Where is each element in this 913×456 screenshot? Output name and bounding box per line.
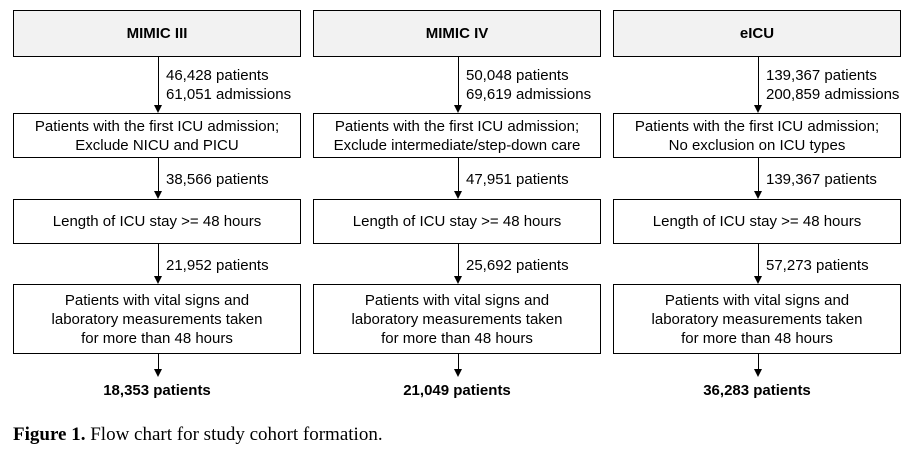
count-after-step2: 21,952 patients: [166, 257, 269, 274]
connector-line: [758, 57, 759, 105]
step-text: No exclusion on ICU types: [668, 136, 846, 154]
step-text: laboratory measurements taken: [51, 310, 263, 328]
arrow-head-icon: [454, 191, 462, 199]
figure-caption: Figure 1. Flow chart for study cohort fo…: [13, 424, 383, 446]
column-title: MIMIC IV: [425, 25, 489, 42]
arrow-head-icon: [454, 105, 462, 113]
count-after-step1: 47,951 patients: [466, 171, 569, 188]
step-text: for more than 48 hours: [81, 329, 233, 347]
count-admissions: 200,859 admissions: [766, 86, 900, 103]
step-first-admission-box: Patients with the first ICU admission; E…: [13, 113, 301, 158]
connector-line: [458, 244, 459, 276]
count-patients: 46,428 patients: [166, 67, 269, 84]
count-patients: 50,048 patients: [466, 67, 569, 84]
connector-line: [158, 244, 159, 276]
column-title-box: MIMIC III: [13, 10, 301, 57]
connector-line: [758, 244, 759, 276]
count-after-step2: 57,273 patients: [766, 257, 869, 274]
step-text: Exclude NICU and PICU: [75, 136, 239, 154]
final-cohort-count: 36,283 patients: [703, 382, 811, 399]
step-text: Patients with the first ICU admission;: [634, 117, 880, 135]
step-text: Exclude intermediate/step-down care: [333, 136, 581, 154]
cohort-column-mimic-iii: MIMIC III 46,428 patients 61,051 admissi…: [13, 0, 303, 410]
connector-line: [458, 158, 459, 191]
connector-line: [158, 57, 159, 105]
count-admissions: 61,051 admissions: [166, 86, 292, 103]
connector-line: [158, 354, 159, 369]
cohort-column-mimic-iv: MIMIC IV 50,048 patients 69,619 admissio…: [313, 0, 603, 410]
connector-line: [758, 158, 759, 191]
connector-line: [158, 158, 159, 191]
step-text: for more than 48 hours: [381, 329, 533, 347]
arrow-head-icon: [754, 191, 762, 199]
step-text: Length of ICU stay >= 48 hours: [52, 213, 262, 230]
step-text: Patients with vital signs and: [364, 291, 550, 309]
step-length-of-stay-box: Length of ICU stay >= 48 hours: [13, 199, 301, 244]
connector-line: [458, 354, 459, 369]
count-admissions: 69,619 admissions: [466, 86, 592, 103]
arrow-head-icon: [454, 369, 462, 377]
step-text: Patients with the first ICU admission;: [34, 117, 280, 135]
final-cohort-count: 18,353 patients: [103, 382, 211, 399]
arrow-head-icon: [454, 276, 462, 284]
count-after-step1: 38,566 patients: [166, 171, 269, 188]
arrow-head-icon: [754, 105, 762, 113]
step-text: Length of ICU stay >= 48 hours: [652, 213, 862, 230]
step-length-of-stay-box: Length of ICU stay >= 48 hours: [313, 199, 601, 244]
figure-label: Figure 1.: [13, 424, 86, 445]
step-text: Patients with vital signs and: [664, 291, 850, 309]
count-after-step2: 25,692 patients: [466, 257, 569, 274]
step-first-admission-box: Patients with the first ICU admission; N…: [613, 113, 901, 158]
step-text: Patients with the first ICU admission;: [334, 117, 580, 135]
step-text: laboratory measurements taken: [651, 310, 863, 328]
step-text: Patients with vital signs and: [64, 291, 250, 309]
column-title: eICU: [739, 25, 775, 42]
step-vital-signs-box: Patients with vital signs and laboratory…: [13, 284, 301, 354]
arrow-head-icon: [154, 105, 162, 113]
arrow-head-icon: [754, 276, 762, 284]
count-initial: 50,048 patients 69,619 admissions: [466, 66, 591, 104]
connector-line: [758, 354, 759, 369]
step-length-of-stay-box: Length of ICU stay >= 48 hours: [613, 199, 901, 244]
count-initial: 139,367 patients 200,859 admissions: [766, 66, 899, 104]
final-cohort-count: 21,049 patients: [403, 382, 511, 399]
step-text: for more than 48 hours: [681, 329, 833, 347]
count-patients: 139,367 patients: [766, 67, 877, 84]
cohort-column-eicu: eICU 139,367 patients 200,859 admissions…: [613, 0, 903, 410]
arrow-head-icon: [154, 369, 162, 377]
step-vital-signs-box: Patients with vital signs and laboratory…: [613, 284, 901, 354]
step-vital-signs-box: Patients with vital signs and laboratory…: [313, 284, 601, 354]
step-text: laboratory measurements taken: [351, 310, 563, 328]
count-initial: 46,428 patients 61,051 admissions: [166, 66, 291, 104]
figure-caption-text: Flow chart for study cohort formation.: [85, 424, 383, 445]
count-after-step1: 139,367 patients: [766, 171, 877, 188]
column-title: MIMIC III: [126, 25, 188, 42]
connector-line: [458, 57, 459, 105]
step-text: Length of ICU stay >= 48 hours: [352, 213, 562, 230]
column-title-box: MIMIC IV: [313, 10, 601, 57]
column-title-box: eICU: [613, 10, 901, 57]
step-first-admission-box: Patients with the first ICU admission; E…: [313, 113, 601, 158]
arrow-head-icon: [154, 191, 162, 199]
arrow-head-icon: [154, 276, 162, 284]
arrow-head-icon: [754, 369, 762, 377]
